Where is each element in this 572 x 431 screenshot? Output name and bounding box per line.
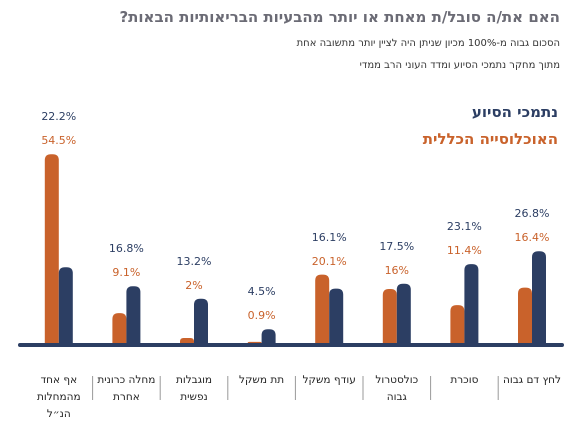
value-label: 16.8% <box>108 242 144 256</box>
bar <box>396 283 411 345</box>
bar <box>194 298 208 345</box>
bar <box>329 288 344 345</box>
value-label: 9.1% <box>112 266 141 280</box>
bar <box>44 154 59 345</box>
x-tick-label: מחלה כרונית אחרת <box>97 374 156 403</box>
bar <box>450 305 465 345</box>
bar <box>58 267 73 345</box>
value-label: 11.4% <box>446 244 482 258</box>
legend-item: נתמכי הסיוע <box>471 103 558 121</box>
subtitle: הסכום גבוה מ-100% מכיון שניתן היה לציין … <box>296 38 560 49</box>
bar <box>518 287 532 345</box>
x-tick-label: סוכרת <box>450 374 479 386</box>
chart-title: האם את/ה סובל/ת מאחת או יותר מהבעיות הבר… <box>119 8 560 26</box>
value-label: 16% <box>384 263 410 277</box>
value-label: 23.1% <box>446 220 482 234</box>
bar <box>261 329 276 345</box>
value-label: 0.9% <box>247 309 276 323</box>
value-label: 54.5% <box>41 134 77 148</box>
bar <box>126 286 141 345</box>
bar <box>464 264 479 345</box>
value-label: 13.2% <box>176 254 212 268</box>
value-label: 4.5% <box>247 285 276 299</box>
value-label: 22.2% <box>41 110 77 124</box>
subtitle: מתוך מחקר נתמכי הסיוע ומדד העוני הרב ממד… <box>359 60 560 71</box>
bar <box>532 251 546 345</box>
value-label: 26.8% <box>514 207 550 221</box>
legend-item: האוכלוסייה הכללית <box>422 130 558 148</box>
value-label: 2% <box>185 278 203 292</box>
value-label: 20.1% <box>311 254 347 268</box>
value-label: 16.4% <box>514 231 550 245</box>
value-label: 16.1% <box>311 230 347 244</box>
bar <box>112 313 127 345</box>
x-tick-label: מוגבלות נפשית <box>175 374 213 403</box>
bar <box>382 289 397 345</box>
x-tick-label: אף אחד מהמחלות הנ״ל <box>36 374 81 420</box>
value-label: 17.5% <box>379 239 415 253</box>
x-tick-label: עודף משקל <box>302 374 356 386</box>
bar <box>315 274 330 345</box>
x-tick-label: כולסטרול גבוה <box>375 374 419 403</box>
x-tick-label: תת משקל <box>239 374 285 386</box>
x-tick-label: לחץ דם גבוה <box>503 374 561 386</box>
